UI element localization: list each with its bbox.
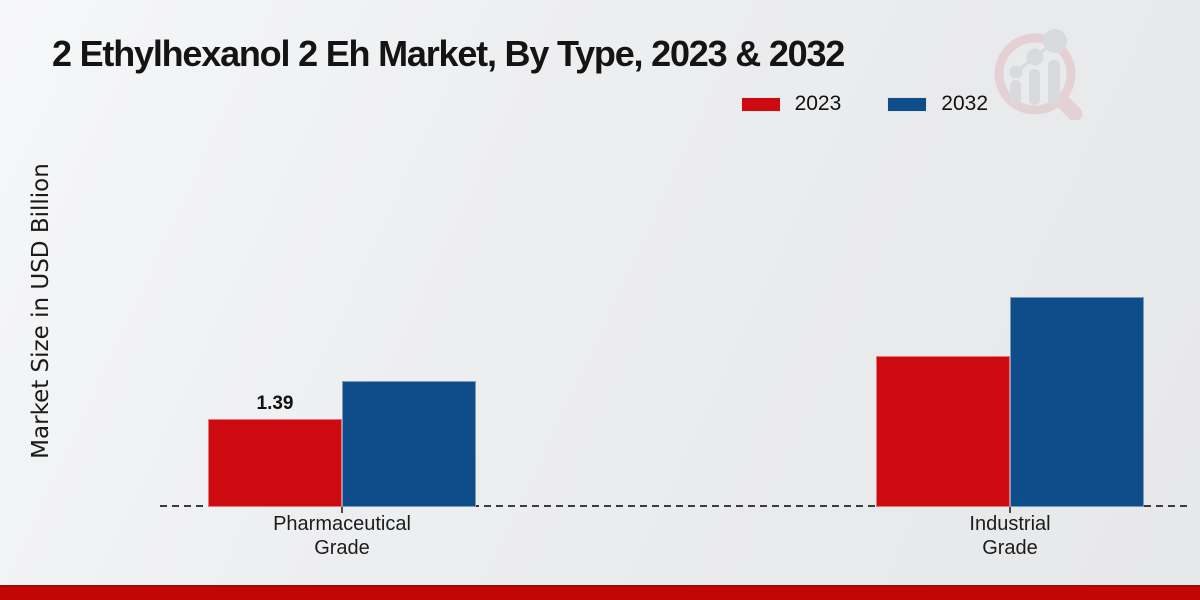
- legend-item-2032: 2032: [887, 92, 988, 116]
- x-axis-tick: [1009, 507, 1011, 513]
- legend-swatch-2023: [740, 96, 781, 112]
- data-label-2023: 1.39: [256, 393, 294, 414]
- chart-title: 2 Ethylhexanol 2 Eh Market, By Type, 202…: [52, 33, 845, 74]
- legend-label-2032: 2032: [941, 92, 988, 115]
- bottom-accent-bar: [0, 585, 1200, 600]
- bar-2032-category-0: [342, 381, 476, 507]
- bar-2032-category-1: [1010, 297, 1144, 507]
- bar-2023-category-1: [876, 356, 1010, 507]
- x-axis-tick: [341, 507, 343, 513]
- legend-label-2023: 2023: [794, 92, 842, 115]
- legend-swatch-2032: [887, 96, 928, 112]
- bar-2023-category-0: [208, 419, 342, 507]
- x-axis-baseline: [160, 505, 1190, 507]
- magnifier-bar-chart-logo-icon: [994, 29, 1083, 120]
- legend-item-2023: 2023: [740, 92, 842, 116]
- category-label-0: Pharmaceutical Grade: [273, 513, 411, 559]
- legend: 2023 2032: [740, 92, 988, 116]
- category-label-1: Industrial Grade: [969, 513, 1051, 559]
